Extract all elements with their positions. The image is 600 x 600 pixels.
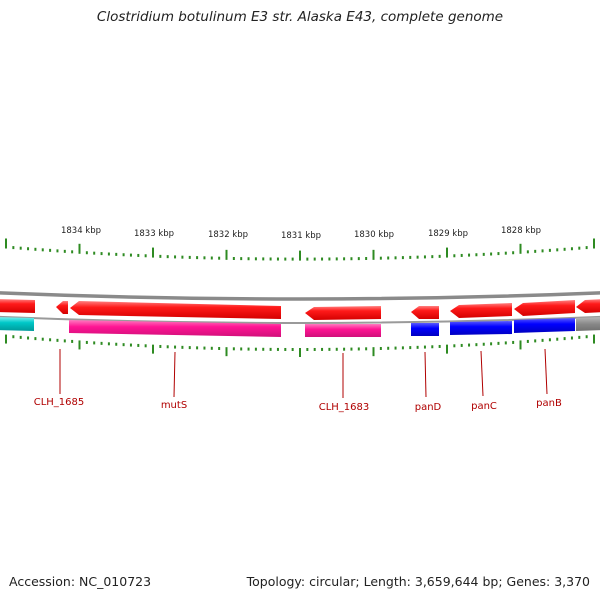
cds-feature[interactable] xyxy=(514,300,575,316)
reverse-strand-features xyxy=(0,317,600,337)
cds-feature[interactable] xyxy=(0,299,35,313)
accession-text: Accession: NC_010723 xyxy=(9,574,152,589)
cds-feature[interactable] xyxy=(514,318,575,333)
gene-label[interactable]: CLH_1683 xyxy=(319,402,370,413)
leader-line xyxy=(424,351,427,398)
gene-label[interactable]: panC xyxy=(471,401,497,412)
forward-strand-features xyxy=(0,299,600,320)
cds-feature[interactable] xyxy=(450,303,512,318)
cds-feature[interactable] xyxy=(70,301,281,319)
map-title: Clostridium botulinum E3 str. Alaska E43… xyxy=(96,9,504,25)
cds-feature[interactable] xyxy=(411,323,439,336)
cds-feature[interactable] xyxy=(69,320,281,337)
tick-labels: 1834 kbp 1833 kbp 1832 kbp 1831 kbp 1830… xyxy=(61,226,541,241)
cds-feature[interactable] xyxy=(0,317,34,331)
tick-label: 1833 kbp xyxy=(134,229,174,239)
cds-feature[interactable] xyxy=(576,317,600,331)
cds-feature[interactable] xyxy=(411,306,439,319)
gene-label[interactable]: mutS xyxy=(161,400,187,411)
tick-label: 1831 kbp xyxy=(281,231,321,241)
leader-line xyxy=(544,348,548,395)
backbone-inner-arc xyxy=(0,315,600,324)
gene-label[interactable]: panB xyxy=(536,398,562,409)
cds-feature[interactable] xyxy=(305,306,381,320)
cds-feature[interactable] xyxy=(56,301,68,314)
tick-label: 1834 kbp xyxy=(61,226,101,236)
leader-line xyxy=(173,351,176,398)
tick-label: 1829 kbp xyxy=(428,229,468,239)
leader-line xyxy=(480,350,484,397)
outer-tick-marks xyxy=(5,238,595,261)
gene-label[interactable]: CLH_1685 xyxy=(34,397,85,408)
cds-feature[interactable] xyxy=(576,299,600,313)
gene-labels: CLH_1685 mutS CLH_1683 panD panC panB xyxy=(34,397,562,413)
tick-label: 1828 kbp xyxy=(501,226,541,236)
genome-summary: Topology: circular; Length: 3,659,644 bp… xyxy=(246,574,590,589)
backbone-outer-arc xyxy=(0,291,600,301)
tick-label: 1832 kbp xyxy=(208,230,248,240)
gene-label-lines xyxy=(59,348,548,398)
cds-feature[interactable] xyxy=(450,321,512,335)
tick-label: 1830 kbp xyxy=(354,230,394,240)
cds-feature[interactable] xyxy=(305,324,381,337)
inner-tick-marks xyxy=(5,334,595,357)
gene-label[interactable]: panD xyxy=(415,402,442,413)
